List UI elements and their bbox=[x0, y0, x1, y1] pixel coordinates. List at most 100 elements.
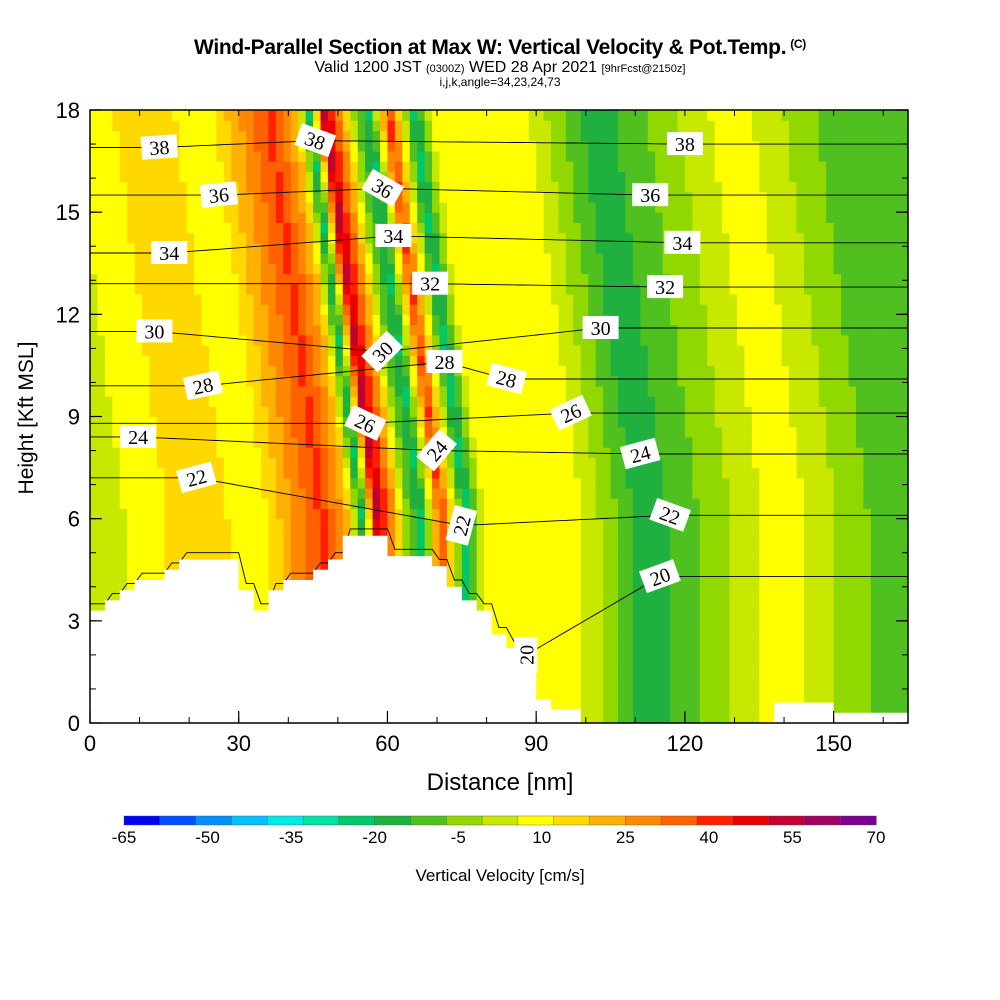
velocity-cell bbox=[670, 263, 679, 275]
velocity-cell bbox=[841, 569, 850, 581]
velocity-cell bbox=[893, 447, 902, 458]
velocity-cell bbox=[469, 283, 478, 295]
velocity-cell bbox=[97, 528, 106, 540]
velocity-cell bbox=[625, 385, 634, 397]
velocity-cell bbox=[781, 661, 790, 673]
velocity-cell bbox=[789, 549, 798, 561]
velocity-cell bbox=[231, 528, 240, 540]
velocity-cell bbox=[707, 559, 716, 571]
velocity-cell bbox=[171, 528, 180, 540]
velocity-cell bbox=[744, 293, 753, 305]
velocity-cell bbox=[565, 579, 574, 591]
velocity-cell bbox=[506, 355, 515, 367]
velocity-cell bbox=[610, 436, 619, 448]
velocity-cell bbox=[662, 467, 671, 479]
velocity-cell bbox=[461, 498, 470, 510]
velocity-cell bbox=[179, 436, 188, 448]
velocity-cell bbox=[313, 344, 322, 356]
velocity-cell bbox=[714, 436, 723, 448]
velocity-cell bbox=[268, 283, 277, 295]
velocity-cell bbox=[119, 498, 128, 510]
velocity-cell bbox=[885, 406, 894, 418]
velocity-cell bbox=[238, 293, 247, 305]
velocity-cell bbox=[595, 375, 604, 387]
velocity-cell bbox=[617, 559, 627, 571]
velocity-cell bbox=[826, 661, 835, 673]
velocity-cell bbox=[855, 426, 864, 438]
velocity-cell bbox=[491, 590, 500, 601]
velocity-cell bbox=[811, 457, 820, 469]
velocity-cell bbox=[766, 283, 775, 295]
velocity-cell bbox=[751, 590, 760, 601]
velocity-cell bbox=[744, 518, 753, 530]
velocity-cell bbox=[231, 304, 240, 315]
velocity-cell bbox=[268, 498, 277, 510]
velocity-cell bbox=[208, 498, 218, 510]
velocity-cell bbox=[722, 396, 731, 407]
velocity-cell bbox=[261, 467, 270, 479]
velocity-cell bbox=[164, 365, 173, 377]
velocity-cell bbox=[603, 549, 612, 561]
velocity-cell bbox=[841, 396, 850, 407]
velocity-cell bbox=[789, 508, 798, 520]
velocity-cell bbox=[149, 273, 158, 285]
velocity-cell bbox=[796, 508, 805, 520]
velocity-cell bbox=[863, 702, 872, 714]
velocity-cell bbox=[736, 712, 745, 723]
velocity-cell bbox=[164, 528, 173, 540]
velocity-cell bbox=[513, 631, 522, 642]
valid-zulu: (0300Z) bbox=[426, 63, 465, 75]
velocity-cell bbox=[268, 293, 277, 305]
valid-time-line: Valid 1200 JST (0300Z) WED 28 Apr 2021 [… bbox=[0, 59, 1000, 77]
velocity-cell bbox=[640, 518, 649, 530]
velocity-cell bbox=[298, 457, 307, 469]
velocity-cell bbox=[595, 263, 604, 275]
velocity-cell bbox=[826, 375, 835, 387]
velocity-cell bbox=[253, 426, 262, 438]
velocity-cell bbox=[789, 457, 798, 469]
velocity-cell bbox=[841, 488, 850, 499]
velocity-cell bbox=[536, 488, 545, 499]
velocity-cell bbox=[186, 324, 195, 336]
velocity-cell bbox=[863, 344, 872, 356]
velocity-cell bbox=[736, 304, 745, 315]
velocity-cell bbox=[119, 365, 128, 377]
velocity-cell bbox=[543, 273, 552, 285]
velocity-cell bbox=[417, 314, 426, 326]
velocity-cell bbox=[818, 436, 827, 448]
velocity-cell bbox=[774, 610, 783, 622]
velocity-cell bbox=[841, 498, 850, 510]
velocity-cell bbox=[543, 283, 552, 295]
velocity-cell bbox=[588, 375, 597, 387]
velocity-cell bbox=[387, 293, 396, 305]
velocity-cell bbox=[290, 334, 299, 346]
velocity-cell bbox=[617, 712, 627, 723]
velocity-cell bbox=[803, 620, 812, 632]
velocity-cell bbox=[573, 702, 582, 714]
velocity-cell bbox=[476, 334, 485, 346]
velocity-cell bbox=[394, 304, 403, 315]
velocity-cell bbox=[476, 406, 485, 418]
velocity-cell bbox=[565, 488, 574, 499]
velocity-cell bbox=[803, 416, 812, 428]
velocity-cell bbox=[692, 600, 701, 612]
velocity-cell bbox=[818, 590, 827, 601]
velocity-cell bbox=[536, 293, 545, 305]
velocity-cell bbox=[268, 579, 277, 591]
velocity-cell bbox=[231, 355, 240, 367]
velocity-cell bbox=[394, 283, 403, 295]
velocity-cell bbox=[327, 467, 336, 479]
velocity-cell bbox=[231, 293, 240, 305]
velocity-cell bbox=[142, 477, 151, 489]
velocity-cell bbox=[818, 355, 827, 367]
velocity-cell bbox=[759, 334, 768, 346]
velocity-cell bbox=[253, 549, 262, 561]
velocity-cell bbox=[104, 375, 113, 387]
velocity-cell bbox=[826, 293, 835, 305]
velocity-cell bbox=[610, 375, 619, 387]
velocity-cell bbox=[655, 712, 664, 723]
velocity-cell bbox=[164, 518, 173, 530]
velocity-cell bbox=[707, 610, 716, 622]
velocity-cell bbox=[491, 549, 500, 561]
velocity-cell bbox=[885, 467, 894, 479]
